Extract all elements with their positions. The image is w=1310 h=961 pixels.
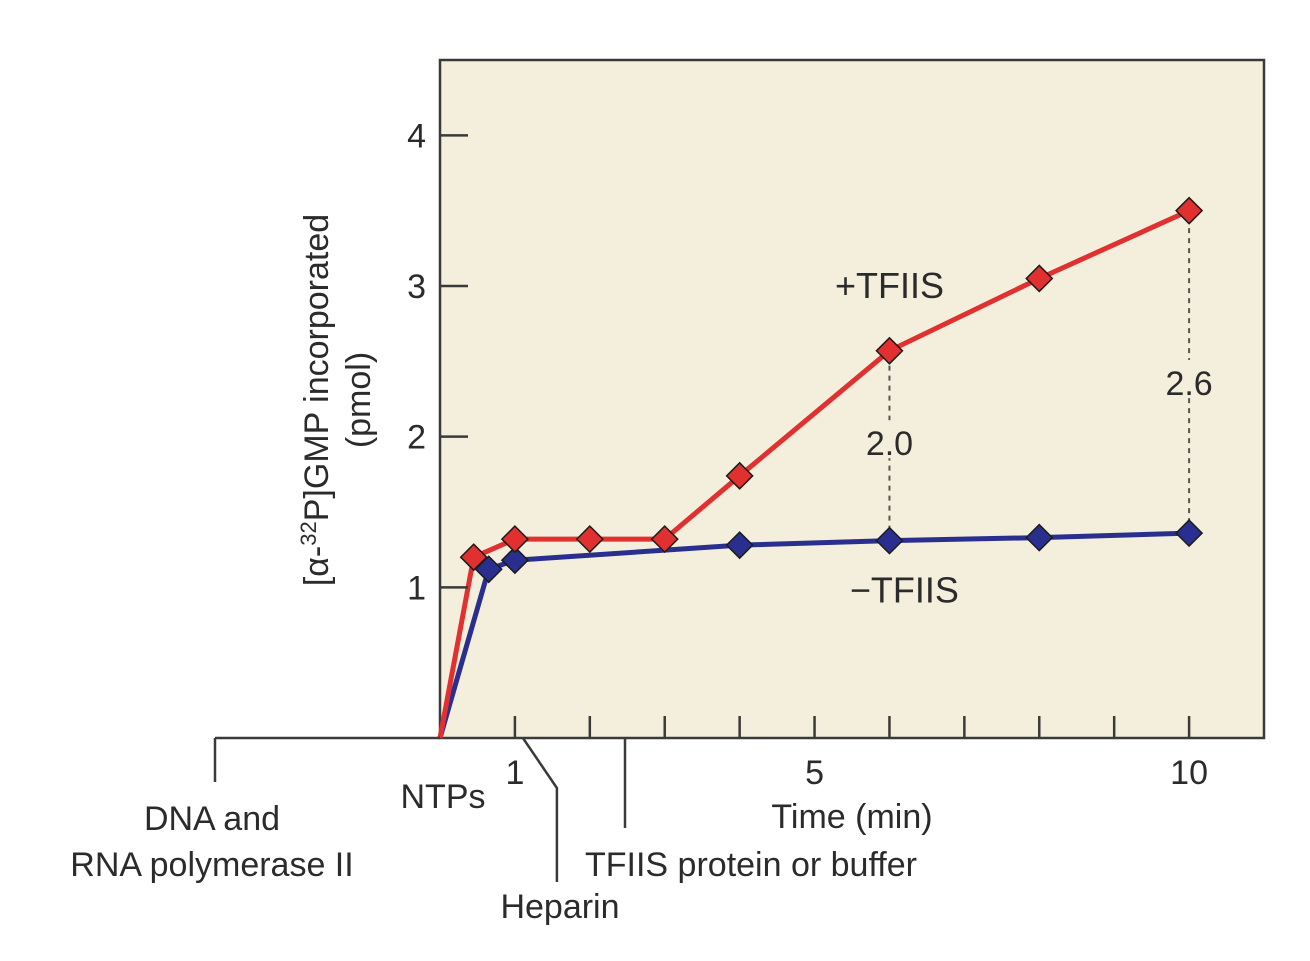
- data-point-plus-tfiis: [650, 525, 679, 554]
- data-point-minus-tfiis: [1025, 523, 1054, 552]
- x-axis-title: Time (min): [771, 798, 932, 836]
- y-tick-label: 4: [407, 117, 426, 155]
- y-axis-title-superscript: 32: [296, 521, 321, 545]
- y-tick-label: 2: [407, 419, 426, 457]
- series-label-plus-tfiis: +TFIIS: [835, 265, 944, 306]
- data-point-plus-tfiis: [1025, 264, 1054, 293]
- y-tick-label: 1: [407, 569, 426, 607]
- data-point-plus-tfiis: [500, 525, 529, 554]
- event-label-dna: DNA and: [144, 800, 280, 838]
- data-point-plus-tfiis: [459, 543, 488, 572]
- difference-label: 2.6: [1165, 365, 1212, 403]
- data-point-minus-tfiis: [725, 531, 754, 560]
- x-tick-label: 10: [1170, 754, 1208, 792]
- series-layer: −TFIIS +TFIIS: [437, 196, 1204, 739]
- data-point-plus-tfiis: [725, 461, 754, 490]
- y-axis-title-prefix: [α-: [298, 546, 336, 586]
- data-point-minus-tfiis: [875, 526, 904, 555]
- axis-layer: 1 5 10 1 2 3 4 DNA and RNA polymerase II NTPs Hepa…: [70, 117, 1208, 926]
- difference-label: 2.0: [866, 425, 913, 463]
- y-axis-title: [α-32P]GMP incorporated: [296, 214, 336, 586]
- data-point-minus-tfiis: [1175, 519, 1204, 548]
- series-label-minus-tfiis: −TFIIS: [850, 569, 959, 610]
- data-point-plus-tfiis: [575, 525, 604, 554]
- data-point-plus-tfiis: [875, 336, 904, 365]
- event-marker-heparin: [521, 737, 559, 882]
- data-point-plus-tfiis: [1175, 196, 1204, 225]
- annotation-layer: 2.0 2.6: [855, 210, 1224, 541]
- x-tick-label: 5: [805, 754, 824, 792]
- difference-label-bg: [855, 420, 924, 459]
- event-label-ntps: NTPs: [401, 778, 486, 816]
- event-label-dna: RNA polymerase II: [70, 846, 353, 884]
- event-label-tfiis: TFIIS protein or buffer: [585, 846, 917, 884]
- event-label-heparin: Heparin: [500, 888, 619, 926]
- data-point-minus-tfiis: [500, 546, 529, 575]
- x-tick-label: 1: [505, 754, 524, 792]
- y-axis-title-suffix: P]GMP incorporated: [298, 214, 336, 521]
- difference-label-bg: [1155, 359, 1224, 398]
- plot-area: [438, 58, 1266, 740]
- y-axis-unit: (pmol): [340, 352, 378, 448]
- y-tick-label: 3: [407, 268, 426, 306]
